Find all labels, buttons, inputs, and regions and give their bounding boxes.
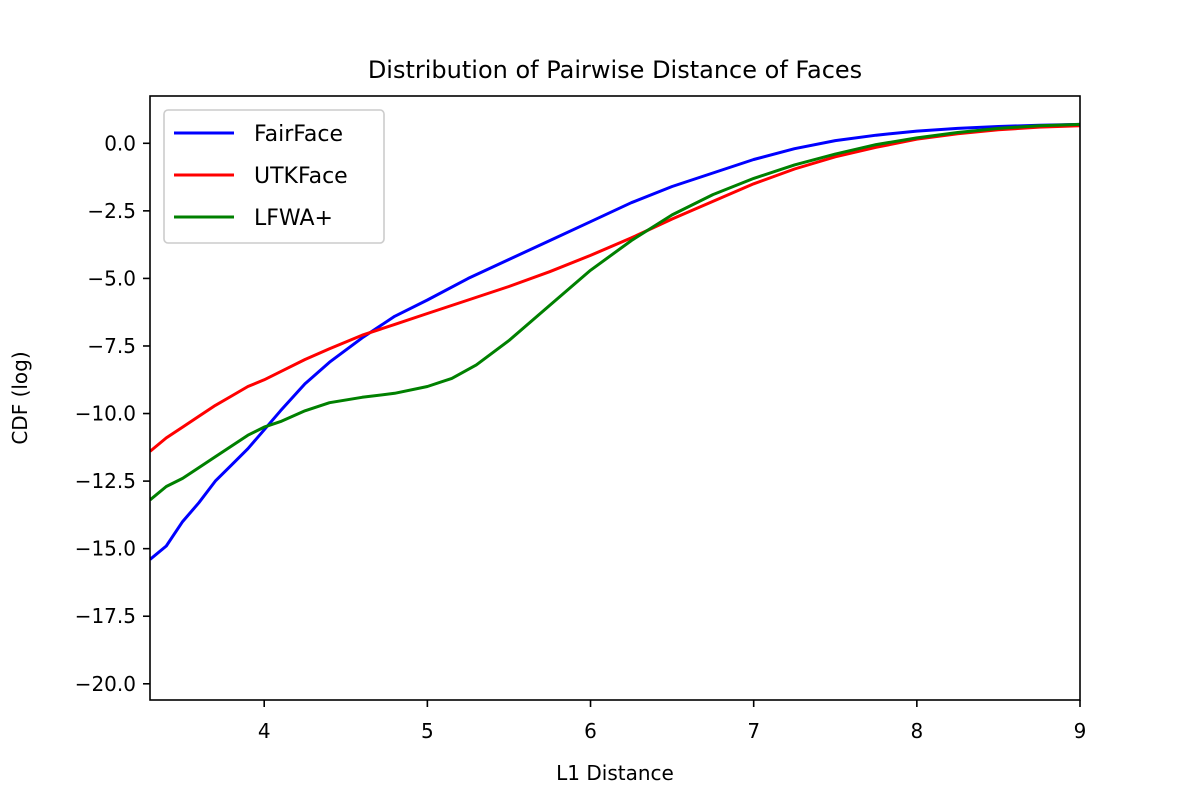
y-tick-label: −12.5	[75, 469, 136, 493]
x-tick-label: 5	[421, 719, 434, 743]
x-tick-label: 8	[910, 719, 923, 743]
series-line-lfwa-	[150, 122, 1080, 502]
y-tick-label: 0.0	[104, 131, 136, 155]
x-tick-label: 4	[258, 719, 271, 743]
legend-item: FairFace	[174, 122, 343, 147]
x-tick-label: 9	[1074, 719, 1087, 743]
y-tick-label: −2.5	[87, 199, 136, 223]
legend-item: UTKFace	[174, 164, 348, 189]
y-tick-label: −17.5	[75, 604, 136, 628]
legend-item: LFWA+	[174, 206, 333, 231]
y-tick-label: −15.0	[75, 537, 136, 561]
axes-frame	[149, 95, 1081, 701]
legend-label: UTKFace	[254, 164, 348, 189]
series-layer	[150, 122, 1080, 561]
y-axis-ticks: 0.0 −2.5 −5.0 −7.5 −10.0 −12.5 −15.0 −17.5 −20.0	[75, 131, 150, 696]
y-axis-label: CDF (log)	[8, 351, 32, 444]
series-line-utkface	[150, 124, 1080, 453]
legend-label: FairFace	[254, 122, 343, 147]
y-tick-label: −20.0	[75, 672, 136, 696]
y-tick-label: −5.0	[87, 266, 136, 290]
chart-title: Distribution of Pairwise Distance of Fac…	[368, 56, 862, 84]
x-tick-label: 6	[584, 719, 597, 743]
legend-label: LFWA+	[254, 206, 333, 231]
legend: FairFace UTKFace LFWA+	[163, 109, 385, 244]
legend-box	[163, 109, 385, 244]
y-tick-label: −10.0	[75, 402, 136, 426]
x-axis-label: L1 Distance	[556, 761, 674, 785]
y-tick-label: −7.5	[87, 334, 136, 358]
x-axis-ticks: 4 5 6 7 8 9	[258, 700, 1087, 743]
x-tick-label: 7	[747, 719, 760, 743]
series-line-fairface	[150, 122, 1080, 561]
